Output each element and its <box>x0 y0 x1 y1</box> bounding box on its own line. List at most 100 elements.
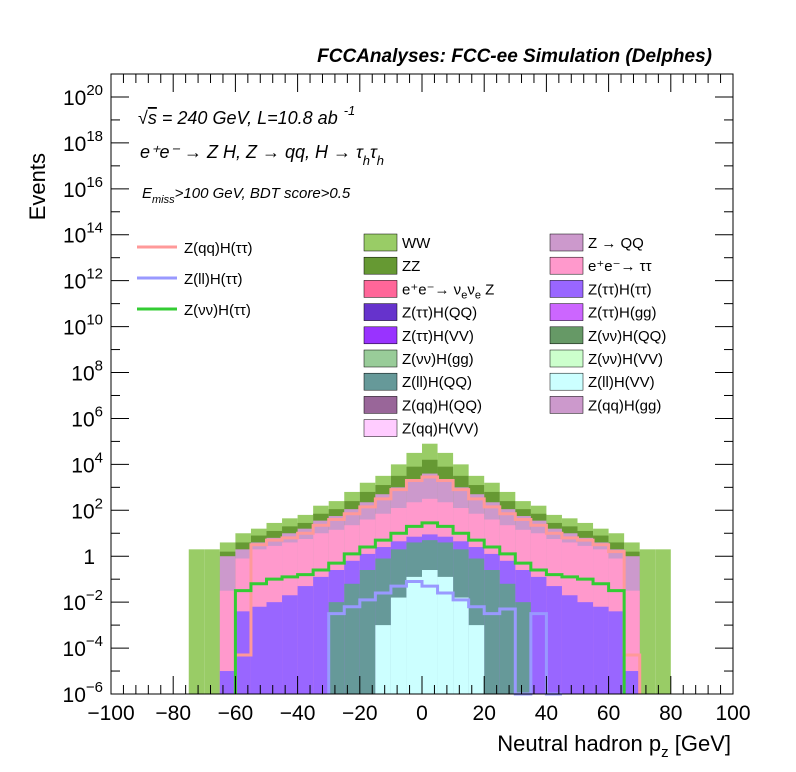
stack-bar <box>577 602 594 694</box>
legend-swatch <box>363 372 398 391</box>
y-tick-exp: −6 <box>86 679 103 696</box>
stack-bar <box>546 586 562 694</box>
cut-sub: miss <box>152 194 175 206</box>
stack-bar <box>266 602 283 694</box>
y-tick-label: 1010 <box>63 312 103 340</box>
y-tick-label: 1 <box>83 546 95 569</box>
legend-swatch <box>363 303 398 321</box>
y-tick-label: 10−4 <box>63 633 103 661</box>
y-tick-exp: −4 <box>86 633 103 650</box>
stack-bar <box>593 606 609 694</box>
sqrt-symbol: √ <box>138 108 148 128</box>
y-tick-label: 106 <box>71 403 103 431</box>
y-tick-base: 10 <box>71 408 94 431</box>
energy-s: s <box>148 108 157 128</box>
legend-label: Z(ττ)H(QQ) <box>402 305 477 322</box>
y-tick-base: 10 <box>63 317 86 340</box>
process-tau2: τ <box>370 142 378 162</box>
stack-bar <box>515 602 531 694</box>
x-label-sub: z <box>661 744 669 761</box>
process-text: e⁺e⁻ → Z H, Z → qq, H → τ <box>140 142 364 162</box>
y-tick-label: 1018 <box>63 128 103 156</box>
legend-label: Z(νν)H(gg) <box>402 351 474 368</box>
legend-swatch <box>363 419 398 437</box>
x-tick-label: 40 <box>535 702 558 725</box>
stack-bar <box>282 595 298 694</box>
y-tick-base: 10 <box>63 179 86 202</box>
x-tick-label: −40 <box>280 702 316 725</box>
y-tick-exp: 4 <box>95 449 103 466</box>
x-tick-label: −60 <box>218 702 254 725</box>
stack-bar <box>390 597 407 694</box>
stack-bar <box>344 583 360 694</box>
y-tick-base: 10 <box>63 87 86 110</box>
energy-sup: -1 <box>344 103 356 118</box>
y-tick-label: 108 <box>71 358 103 386</box>
legend-label: Z(qq)H(QQ) <box>402 397 482 414</box>
y-tick-label: 102 <box>71 495 103 523</box>
legend-label: Z(qq)H(VV) <box>402 421 479 438</box>
chart-title: FCCAnalyses: FCC-ee Simulation (Delphes) <box>317 46 712 67</box>
legend-label: Z(qq)H(gg) <box>588 397 661 414</box>
y-tick-exp: 10 <box>86 312 103 329</box>
y-tick-label: 1016 <box>63 174 103 202</box>
overlay-line-0 <box>233 475 642 694</box>
legend-label: e⁺e⁻→ νeνe Z <box>402 281 494 301</box>
overlay-line-2 <box>233 521 626 694</box>
cut-annotation: Emiss>100 GeV, BDT score>0.5 <box>142 185 351 206</box>
legend-label: Z(νν)H(QQ) <box>588 328 666 345</box>
x-tick-label: 0 <box>416 702 428 725</box>
legend-swatch <box>549 372 584 391</box>
cut-e: E <box>142 185 153 202</box>
legend-swatch <box>549 303 584 321</box>
process-sub1: h <box>363 153 370 168</box>
stack-bar <box>359 570 376 694</box>
legend-swatch <box>363 233 398 252</box>
energy-annotation: √s = 240 GeV, L=10.8 ab -1 <box>138 103 355 128</box>
x-tick-label: 100 <box>715 702 750 725</box>
x-tick-label: 20 <box>473 702 496 725</box>
stack-bar <box>219 590 236 694</box>
legend-swatch <box>363 280 398 298</box>
legend-swatch <box>363 326 398 345</box>
x-tick-label: −80 <box>155 702 191 725</box>
legend-label: Z(qq)H(ττ) <box>184 240 253 257</box>
legend-swatch <box>363 349 398 368</box>
legend-label: ZZ <box>402 258 420 275</box>
legend-label: Z → QQ <box>588 235 644 252</box>
legend-label: e⁺e⁻→ ττ <box>588 258 652 275</box>
x-label-main: Neutral hadron p <box>497 731 661 756</box>
y-tick-base: 10 <box>71 363 94 386</box>
stack-bar <box>624 671 640 694</box>
stack-bar <box>188 549 205 694</box>
stack-bar <box>639 549 656 694</box>
energy-text: = 240 GeV, L=10.8 ab <box>157 108 338 128</box>
stack-bar <box>624 590 640 694</box>
x-tick-label: 80 <box>659 702 682 725</box>
stack-bar <box>499 583 516 694</box>
y-tick-base: 10 <box>71 500 94 523</box>
x-tick-label: 60 <box>597 702 620 725</box>
stack-bar <box>422 570 438 694</box>
legend-swatch <box>549 349 584 368</box>
y-tick-base: 10 <box>63 271 86 294</box>
stack-bar <box>406 576 422 694</box>
y-tick-exp: 2 <box>95 495 103 512</box>
axis-ticks: −100 −80 −60 −40 −20 0 20 40 60 80 100102010181016… <box>63 73 751 725</box>
y-tick-base: 10 <box>63 638 86 661</box>
y-tick-label: 10−2 <box>63 587 103 615</box>
cut-text: >100 GeV, BDT score>0.5 <box>175 185 351 202</box>
legend-swatch <box>549 256 584 275</box>
legend-swatch <box>549 326 584 345</box>
y-tick-exp: 20 <box>86 82 103 99</box>
legend-label: Z(ll)H(ττ) <box>184 271 243 288</box>
x-tick-label: −20 <box>342 702 378 725</box>
legend-label: WW <box>402 235 431 252</box>
stack-bar <box>561 595 578 694</box>
x-label-unit: [GeV] <box>669 731 731 756</box>
process-sub2: h <box>377 153 384 168</box>
y-tick-label: 1020 <box>63 82 103 110</box>
legend: Z(qq)H(ττ) Z(ll)H(ττ) Z(νν)H(ττ) WW ZZ e⁺e⁻→ … <box>137 233 666 438</box>
legend-swatch <box>549 233 584 252</box>
legend-swatch <box>549 396 584 414</box>
